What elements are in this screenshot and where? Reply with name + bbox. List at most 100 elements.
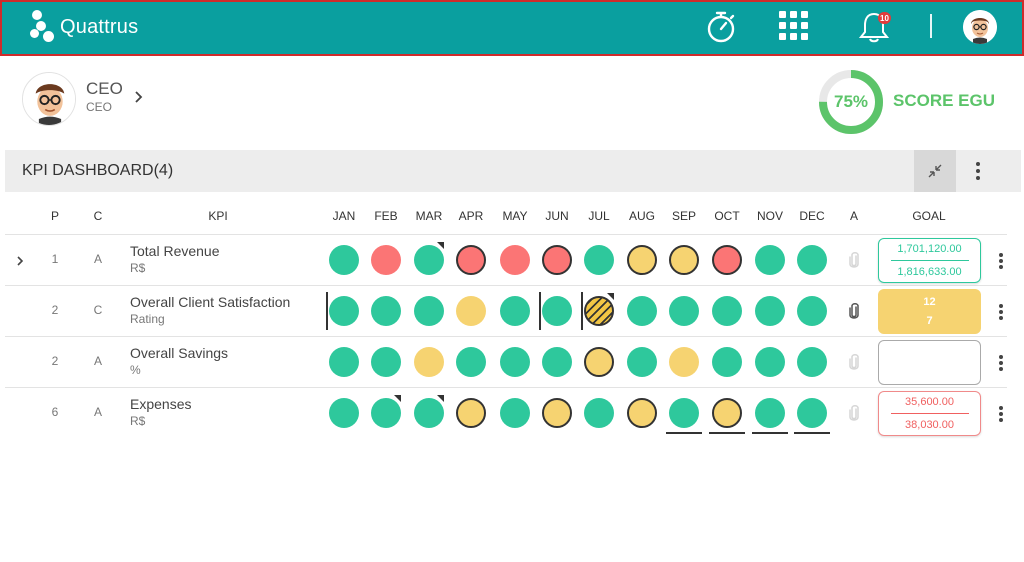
chevron-right-icon[interactable]	[133, 90, 145, 104]
status-dot-jul[interactable]	[584, 347, 614, 377]
row-menu-button[interactable]	[995, 250, 1007, 272]
score-ring	[818, 69, 884, 135]
apps-grid-icon[interactable]	[778, 10, 810, 44]
status-dot-feb[interactable]	[371, 398, 401, 428]
status-dot-sep[interactable]	[669, 296, 699, 326]
column-header-p: P	[50, 209, 60, 223]
status-dot-apr[interactable]	[456, 296, 486, 326]
status-dot-apr[interactable]	[456, 398, 486, 428]
status-dot-jun[interactable]	[542, 347, 572, 377]
column-header-may: MAY	[502, 209, 528, 223]
row-menu-button[interactable]	[995, 301, 1007, 323]
status-dot-jul[interactable]	[584, 245, 614, 275]
priority-cell: 1	[51, 252, 59, 266]
top-bar	[0, 0, 1024, 56]
month-underline	[666, 432, 702, 434]
column-header-sep: SEP	[671, 209, 697, 223]
status-dot-apr[interactable]	[456, 347, 486, 377]
priority-cell: 2	[51, 303, 59, 317]
kpi-unit: R$	[130, 414, 146, 428]
kpi-unit: %	[130, 363, 141, 377]
status-dot-jul[interactable]	[584, 296, 614, 326]
status-dot-may[interactable]	[500, 296, 530, 326]
goal-target-value: 1,701,120.00	[897, 243, 962, 255]
status-dot-feb[interactable]	[371, 296, 401, 326]
status-dot-nov[interactable]	[755, 296, 785, 326]
goal-box[interactable]: 12 7	[878, 289, 981, 334]
row-menu-button[interactable]	[995, 403, 1007, 425]
status-dot-jun[interactable]	[542, 296, 572, 326]
status-dot-nov[interactable]	[755, 245, 785, 275]
kpi-name[interactable]: Overall Savings	[130, 345, 229, 361]
goal-box[interactable]	[878, 340, 981, 385]
status-dot-mar[interactable]	[414, 347, 444, 377]
notification-badge: 10	[878, 12, 891, 24]
goal-actual-value: 38,030.00	[905, 419, 954, 431]
goal-box[interactable]: 1,701,120.00 1,816,633.00	[878, 238, 981, 283]
status-dot-aug[interactable]	[627, 347, 657, 377]
status-dot-mar[interactable]	[414, 398, 444, 428]
paperclip-icon[interactable]	[847, 251, 861, 269]
quattrus-logo-icon[interactable]	[30, 9, 56, 43]
status-dot-oct[interactable]	[712, 245, 742, 275]
status-dot-jul[interactable]	[584, 398, 614, 428]
status-dot-jan[interactable]	[329, 245, 359, 275]
kpi-name[interactable]: Expenses	[130, 396, 192, 412]
stopwatch-icon[interactable]	[704, 10, 738, 44]
status-dot-dec[interactable]	[797, 296, 827, 326]
status-dot-mar[interactable]	[414, 245, 444, 275]
status-dot-dec[interactable]	[797, 245, 827, 275]
profile-avatar[interactable]	[22, 72, 76, 126]
comment-corner-icon	[607, 293, 614, 300]
category-cell: A	[93, 405, 103, 419]
status-dot-mar[interactable]	[414, 296, 444, 326]
dashboard-menu-button[interactable]	[968, 150, 988, 192]
column-header-aug: AUG	[628, 209, 656, 223]
month-underline	[752, 432, 788, 434]
row-divider	[5, 387, 1007, 388]
status-dot-may[interactable]	[500, 398, 530, 428]
status-dot-nov[interactable]	[755, 347, 785, 377]
status-dot-aug[interactable]	[627, 398, 657, 428]
column-header-jul: JUL	[588, 209, 610, 223]
status-dot-dec[interactable]	[797, 347, 827, 377]
status-dot-oct[interactable]	[712, 398, 742, 428]
profile-name: CEO	[86, 79, 123, 98]
status-dot-sep[interactable]	[669, 347, 699, 377]
status-dot-feb[interactable]	[371, 245, 401, 275]
column-header-jun: JUN	[545, 209, 569, 223]
status-dot-sep[interactable]	[669, 398, 699, 428]
status-dot-aug[interactable]	[627, 245, 657, 275]
status-dot-jan[interactable]	[329, 347, 359, 377]
status-dot-feb[interactable]	[371, 347, 401, 377]
brand-name[interactable]: Quattrus	[60, 16, 139, 38]
kpi-name[interactable]: Overall Client Satisfaction	[130, 294, 291, 310]
status-dot-jan[interactable]	[329, 296, 359, 326]
status-dot-sep[interactable]	[669, 245, 699, 275]
status-dot-oct[interactable]	[712, 296, 742, 326]
row-divider	[5, 285, 1007, 286]
status-dot-jan[interactable]	[329, 398, 359, 428]
status-dot-jun[interactable]	[542, 398, 572, 428]
status-dot-dec[interactable]	[797, 398, 827, 428]
paperclip-icon[interactable]	[847, 302, 861, 320]
status-dot-jun[interactable]	[542, 245, 572, 275]
user-avatar[interactable]	[963, 10, 997, 44]
column-header-a: A	[849, 209, 859, 223]
score-percent: 75%	[833, 92, 869, 111]
status-dot-apr[interactable]	[456, 245, 486, 275]
status-dot-nov[interactable]	[755, 398, 785, 428]
status-dot-aug[interactable]	[627, 296, 657, 326]
status-dot-may[interactable]	[500, 245, 530, 275]
row-menu-button[interactable]	[995, 352, 1007, 374]
kpi-unit: Rating	[130, 312, 165, 326]
paperclip-icon[interactable]	[847, 404, 861, 422]
kpi-name[interactable]: Total Revenue	[130, 243, 220, 259]
collapse-button[interactable]	[914, 150, 956, 192]
status-dot-may[interactable]	[500, 347, 530, 377]
kpi-unit: R$	[130, 261, 146, 275]
expand-chevron-icon[interactable]	[15, 254, 25, 266]
paperclip-icon[interactable]	[847, 353, 861, 371]
status-dot-oct[interactable]	[712, 347, 742, 377]
goal-box[interactable]: 35,600.00 38,030.00	[878, 391, 981, 436]
